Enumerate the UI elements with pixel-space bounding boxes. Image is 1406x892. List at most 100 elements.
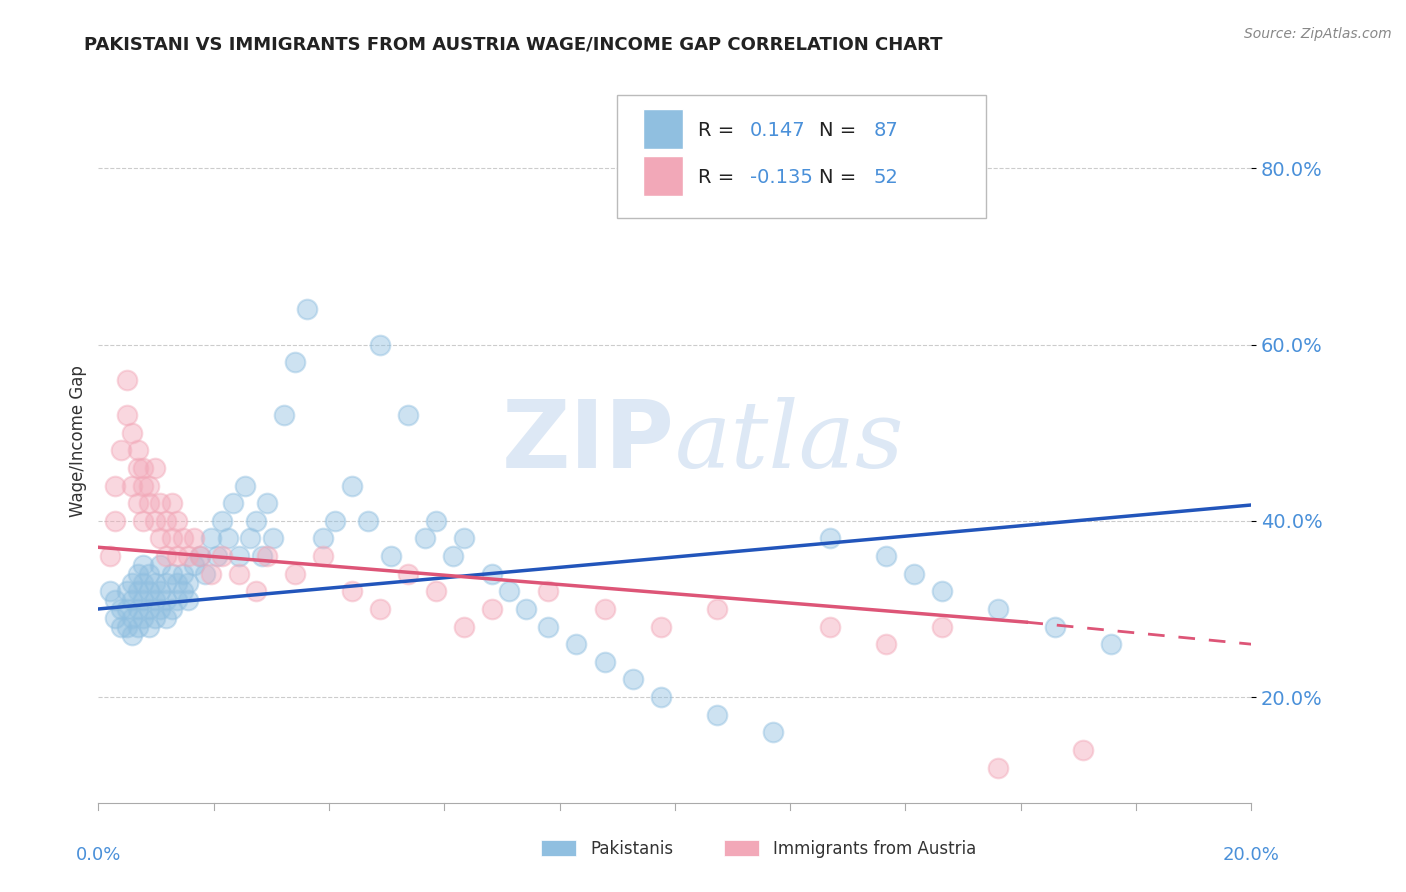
Point <box>104 611 127 625</box>
Point <box>172 566 194 581</box>
Point <box>453 619 475 633</box>
Point <box>143 461 166 475</box>
Point <box>312 532 335 546</box>
Point <box>160 532 183 546</box>
Bar <box>541 840 576 856</box>
Point <box>127 584 149 599</box>
Point <box>104 514 127 528</box>
Point <box>127 496 149 510</box>
Point <box>132 478 155 492</box>
Text: Immigrants from Austria: Immigrants from Austria <box>773 840 977 858</box>
Point <box>110 619 132 633</box>
Point <box>104 478 127 492</box>
Point <box>621 673 644 687</box>
Point <box>498 584 520 599</box>
Point <box>155 593 177 607</box>
Point <box>228 566 250 581</box>
Point <box>250 549 273 563</box>
Point <box>177 575 200 590</box>
Point <box>256 549 278 563</box>
Point <box>121 593 143 607</box>
FancyBboxPatch shape <box>617 95 986 218</box>
Point <box>121 425 143 440</box>
Point <box>818 532 841 546</box>
Point <box>1071 743 1094 757</box>
Point <box>143 575 166 590</box>
Point <box>875 549 897 563</box>
Point <box>166 514 188 528</box>
Point <box>121 478 143 492</box>
Text: 0.0%: 0.0% <box>76 847 121 864</box>
Point <box>323 514 346 528</box>
Text: PAKISTANI VS IMMIGRANTS FROM AUSTRIA WAGE/INCOME GAP CORRELATION CHART: PAKISTANI VS IMMIGRANTS FROM AUSTRIA WAG… <box>84 36 943 54</box>
Point <box>110 443 132 458</box>
Point <box>132 611 155 625</box>
Point <box>537 584 560 599</box>
Point <box>127 602 149 616</box>
Point <box>172 532 194 546</box>
Point <box>217 532 239 546</box>
Text: atlas: atlas <box>675 397 904 486</box>
Point <box>706 602 728 616</box>
Point <box>149 602 172 616</box>
Text: N =: N = <box>820 169 862 187</box>
Text: -0.135: -0.135 <box>749 169 813 187</box>
Point <box>239 532 262 546</box>
Point <box>183 532 205 546</box>
Point <box>200 566 222 581</box>
Text: R =: R = <box>697 121 741 140</box>
Point <box>987 760 1010 774</box>
Bar <box>724 840 759 856</box>
Text: Source: ZipAtlas.com: Source: ZipAtlas.com <box>1244 27 1392 41</box>
Point <box>441 549 464 563</box>
Point <box>155 611 177 625</box>
Point <box>931 584 953 599</box>
Point <box>138 619 160 633</box>
Point <box>284 355 307 369</box>
Point <box>340 584 363 599</box>
Point <box>875 637 897 651</box>
Text: Pakistanis: Pakistanis <box>591 840 673 858</box>
Point <box>818 619 841 633</box>
Point <box>273 408 295 422</box>
Point <box>155 549 177 563</box>
Bar <box>643 156 683 196</box>
Text: 20.0%: 20.0% <box>1223 847 1279 864</box>
Point <box>115 408 138 422</box>
Point <box>138 602 160 616</box>
Point <box>515 602 537 616</box>
Point <box>650 690 672 704</box>
Point <box>481 566 503 581</box>
Point <box>143 593 166 607</box>
Point <box>762 725 785 739</box>
Point <box>233 478 256 492</box>
Point <box>396 566 419 581</box>
Text: N =: N = <box>820 121 862 140</box>
Point <box>132 461 155 475</box>
Point <box>115 373 138 387</box>
Point <box>1099 637 1122 651</box>
Point <box>537 619 560 633</box>
Point <box>160 496 183 510</box>
Point <box>312 549 335 563</box>
Point <box>425 584 447 599</box>
Point <box>903 566 925 581</box>
Point <box>98 584 121 599</box>
Point <box>121 628 143 642</box>
Point <box>188 549 211 563</box>
Point <box>149 584 172 599</box>
Point <box>127 619 149 633</box>
Point <box>481 602 503 616</box>
Point <box>706 707 728 722</box>
Point <box>155 575 177 590</box>
Point <box>127 443 149 458</box>
Point <box>222 496 245 510</box>
Point <box>127 566 149 581</box>
Point <box>340 478 363 492</box>
Point <box>143 611 166 625</box>
Point <box>143 514 166 528</box>
Point <box>98 549 121 563</box>
Point <box>413 532 436 546</box>
Text: 87: 87 <box>873 121 898 140</box>
Y-axis label: Wage/Income Gap: Wage/Income Gap <box>69 366 87 517</box>
